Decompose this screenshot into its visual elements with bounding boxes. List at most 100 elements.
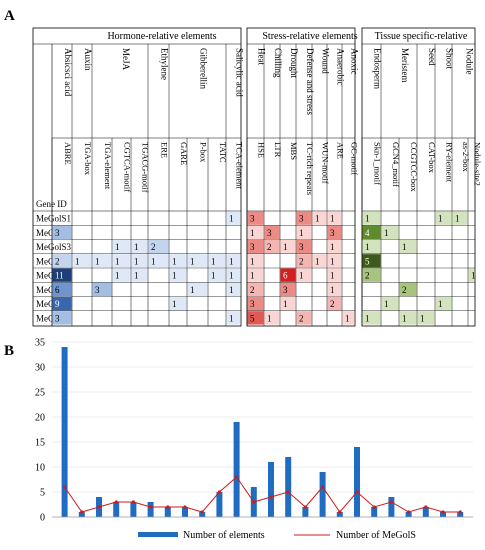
element-label: RY-element	[445, 142, 455, 183]
table-cell	[92, 254, 112, 268]
table-cell	[296, 225, 312, 240]
bar	[388, 497, 395, 517]
line-point	[217, 490, 221, 494]
table-cell	[264, 225, 280, 240]
element-label: MBS	[289, 142, 299, 160]
line-point	[114, 500, 118, 504]
table-grid: Absicsci acid Auxin MeJA Ethylene Gibberelli…	[33, 43, 483, 326]
cell-value: 1	[190, 285, 195, 295]
category-label: Defense and stress	[305, 48, 315, 115]
cell-value: 2	[365, 271, 370, 281]
cell-value: 1	[250, 271, 255, 281]
bar	[336, 512, 343, 517]
bar	[147, 502, 154, 517]
cell-value: 2	[250, 285, 255, 295]
table-cell	[112, 239, 131, 254]
line-point	[321, 485, 325, 489]
panel-label-a: A	[4, 8, 15, 24]
cell-value: 1	[345, 313, 350, 323]
line-point	[80, 510, 84, 514]
table-cell	[187, 254, 208, 268]
table-cell	[296, 311, 312, 325]
bar	[285, 457, 292, 517]
table-cell	[435, 211, 452, 225]
line-point	[407, 510, 411, 514]
cell-value: 1	[330, 285, 335, 295]
table-cell	[296, 239, 312, 254]
series-line-megols	[64, 476, 461, 513]
bar	[440, 512, 446, 517]
table-cell	[52, 225, 72, 240]
table-cell	[169, 296, 187, 311]
series-points-megols	[63, 475, 462, 514]
cell-value: 1	[172, 271, 177, 281]
gene-label: MeGolS3	[36, 242, 72, 252]
category-label: Chilling	[273, 48, 283, 78]
bar	[78, 512, 85, 517]
bar	[61, 347, 68, 517]
table-cell	[417, 311, 435, 325]
line-point	[269, 495, 273, 499]
table-cell	[362, 225, 381, 240]
table-cell	[148, 254, 169, 268]
cell-value: 1	[172, 299, 177, 309]
table-cell	[280, 296, 296, 311]
table-cell	[247, 239, 264, 254]
table-cell	[264, 311, 280, 325]
bar	[182, 507, 188, 517]
table-cell	[312, 211, 327, 225]
cell-value: 2	[330, 299, 335, 309]
cell-value: 4	[365, 228, 370, 238]
bar	[422, 507, 429, 517]
gene-label: MeGolS1	[36, 214, 71, 224]
bar	[199, 512, 206, 517]
legend-swatch-elements	[138, 532, 178, 537]
table-cell	[399, 282, 417, 297]
table-cell	[247, 225, 264, 240]
table-cell	[362, 311, 381, 325]
element-label: TGA-element	[103, 142, 113, 190]
bar	[164, 507, 171, 517]
table-cell	[280, 268, 296, 282]
group-title-stress: Stress-relative elements	[262, 31, 357, 42]
line-point	[97, 505, 101, 509]
cell-value: 3	[283, 285, 288, 295]
bar	[216, 492, 223, 517]
table-cell	[247, 211, 264, 225]
cell-value: 3	[95, 285, 100, 295]
element-label: Nodule-site2	[473, 142, 483, 186]
table-cell	[362, 211, 381, 225]
category-label: Salicylic acid	[235, 48, 245, 97]
table-cell	[131, 254, 148, 268]
cell-value: 6	[55, 285, 60, 295]
cell-value: 1	[134, 256, 139, 266]
table-cell	[208, 254, 226, 268]
bar	[268, 462, 274, 517]
cell-value: 3	[267, 228, 272, 238]
y-tick-label: 35	[35, 338, 45, 349]
element-label: TC-rich repeats	[305, 142, 315, 195]
gridlines	[52, 341, 473, 493]
cell-value: 1	[365, 313, 370, 323]
element-label: GARE	[179, 142, 189, 165]
cell-value: 1	[229, 214, 234, 224]
table-cell	[399, 239, 417, 254]
cell-value: 1	[330, 214, 335, 224]
cell-value: 1	[134, 242, 139, 252]
gene-id-header: Gene ID	[36, 199, 67, 209]
element-label: HSE	[257, 142, 267, 158]
y-tick-label: 10	[35, 463, 45, 474]
table-cell	[226, 211, 241, 225]
line-point	[286, 490, 290, 494]
table-cell	[247, 282, 264, 297]
cell-value: 1	[229, 285, 234, 295]
cell-value: 1	[384, 299, 389, 309]
group-title-tissue: Tissue specific-relative	[375, 31, 468, 42]
table-cell	[92, 282, 112, 297]
table-cell	[226, 254, 241, 268]
cell-value: 1	[455, 214, 460, 224]
category-label: Drought	[289, 48, 299, 78]
category-label: Anoxic	[350, 48, 360, 75]
element-label: GCN4_motif	[391, 142, 401, 187]
table-cell	[399, 311, 417, 325]
